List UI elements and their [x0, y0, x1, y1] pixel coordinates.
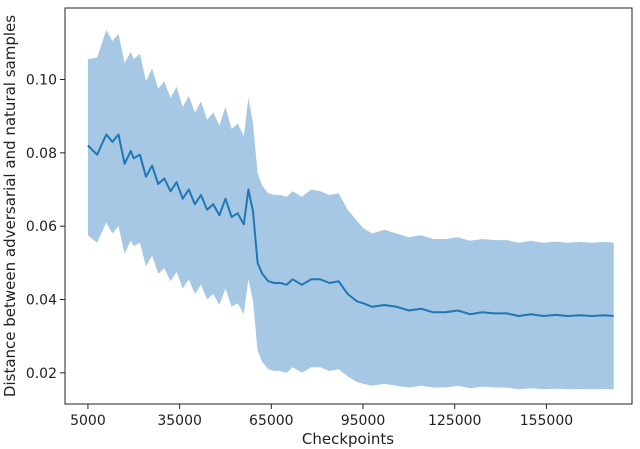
x-axis-ticks: 5000 35000 65000 95000 125000 155000 [70, 404, 573, 429]
series-line-layer [87, 133, 614, 317]
y-tick-label: 0.04 [26, 293, 57, 309]
x-tick-label: 155000 [520, 413, 573, 429]
x-tick-label: 35000 [157, 413, 202, 429]
y-axis-label: Distance between adversarial and natural… [1, 15, 19, 397]
x-axis-label: Checkpoints [302, 430, 394, 448]
y-tick-label: 0.06 [26, 219, 57, 235]
y-tick-label: 0.10 [26, 73, 57, 89]
y-tick-label: 0.02 [26, 366, 57, 382]
confidence-band [87, 30, 614, 390]
x-tick-label: 95000 [341, 413, 386, 429]
x-tick-label: 125000 [428, 413, 481, 429]
x-tick-label: 5000 [70, 413, 106, 429]
axes-frame [64, 7, 633, 405]
x-tick-label: 65000 [249, 413, 294, 429]
confidence-band-layer [87, 30, 614, 390]
series-line [87, 133, 614, 317]
y-axis-ticks: 0.02 0.04 0.06 0.08 0.10 [26, 73, 65, 382]
y-tick-label: 0.08 [26, 146, 57, 162]
